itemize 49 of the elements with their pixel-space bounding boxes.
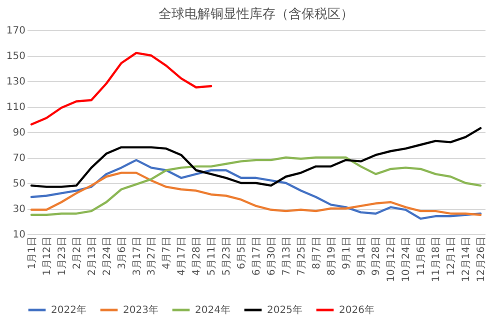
x-tick-label: 3月17日 [132, 236, 143, 276]
x-tick-label: 9月1日 [341, 236, 352, 270]
x-tick-label: 12月1日 [446, 236, 458, 276]
x-tick-label: 12月14日 [461, 236, 472, 282]
x-tick-label: 1月12日 [42, 236, 53, 276]
line-series [30, 52, 212, 126]
x-tick-label: 10月12日 [386, 236, 398, 282]
x-tick-label: 8月19日 [326, 236, 338, 276]
x-tick-label: 10月24日 [401, 236, 412, 282]
line-series [30, 172, 482, 216]
y-tick-label: 150 [6, 51, 26, 62]
x-tick-label: 2月13日 [86, 236, 98, 276]
legend-label: 2022年 [51, 304, 86, 316]
x-tick-label: 6月17日 [252, 236, 262, 276]
x-tick-label: 3月6日 [116, 236, 128, 270]
y-tick-label: 50 [12, 178, 26, 190]
y-tick-label: 30 [12, 204, 26, 215]
x-tick-label: 4月7日 [162, 236, 173, 270]
x-tick-label: 2月24日 [102, 236, 113, 276]
y-tick-label: 70 [12, 153, 26, 164]
x-tick-label: 11月18日 [431, 236, 442, 282]
y-tick-label: 110 [6, 102, 26, 113]
x-tick-label: 7月25日 [296, 236, 308, 276]
x-tick-label: 11月6日 [416, 236, 428, 276]
line-series [30, 127, 482, 188]
y-tick-label: 170 [6, 26, 26, 36]
x-tick-label: 6月30日 [266, 236, 278, 276]
x-tick-label: 5月23日 [222, 236, 233, 276]
y-tick-label: 90 [12, 128, 26, 138]
x-tick-label: 9月28日 [371, 236, 382, 276]
x-tick-label: 4月17日 [176, 236, 188, 276]
x-tick-label: 7月13日 [281, 236, 292, 276]
x-tick-label: 9月14日 [356, 236, 368, 276]
legend-label: 2026年 [339, 304, 374, 316]
x-tick-label: 3月27日 [146, 236, 158, 276]
x-tick-label: 2月2日 [72, 236, 83, 270]
y-tick-label: 130 [6, 76, 26, 88]
chart-title: 全球电解铜显性库存（含保税区） [158, 7, 354, 22]
y-tick-label: 10 [12, 230, 26, 240]
x-tick-label: 1月23日 [56, 236, 68, 276]
x-tick-label: 6月5日 [236, 236, 248, 270]
legend-label: 2023年 [123, 304, 158, 316]
x-tick-label: 4月28日 [192, 236, 203, 276]
x-tick-label: 8月7日 [311, 236, 322, 270]
x-tick-label: 1月1日 [26, 236, 38, 270]
legend-label: 2025年 [267, 304, 302, 316]
legend-label: 2024年 [195, 304, 230, 316]
x-tick-label: 5月11日 [206, 236, 218, 276]
x-tick-label: 12月26日 [476, 236, 488, 282]
